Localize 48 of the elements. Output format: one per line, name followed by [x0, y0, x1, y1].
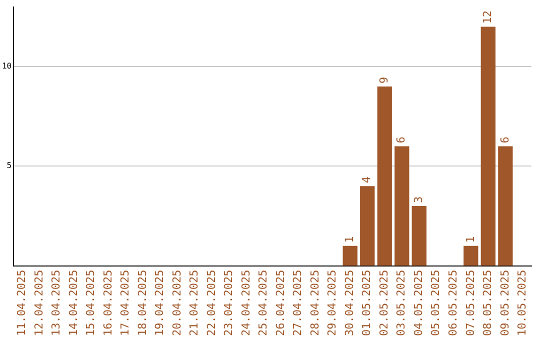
- x-tick-label: 15.04.2025: [84, 270, 98, 336]
- x-tick-label: 21.04.2025: [188, 270, 201, 336]
- x-tick-label: 09.05.2025: [498, 270, 512, 336]
- x-tick-label: 14.04.2025: [66, 270, 80, 336]
- x-tick-label: 08.05.2025: [481, 270, 494, 336]
- x-tick-label: 22.04.2025: [204, 270, 218, 336]
- x-tick-label: 26.04.2025: [274, 270, 287, 336]
- data-label: 3: [412, 196, 425, 204]
- x-tick-label: 05.05.2025: [429, 270, 442, 336]
- x-tick-label: 06.05.2025: [446, 270, 460, 336]
- x-tick-label: 01.05.2025: [360, 270, 374, 336]
- bar: [480, 26, 496, 266]
- x-tick-label: 19.04.2025: [153, 270, 166, 336]
- x-tick-label: 03.05.2025: [394, 270, 408, 336]
- data-label: 1: [464, 236, 477, 243]
- x-tick-label: 07.05.2025: [464, 270, 477, 336]
- data-label: 1: [342, 236, 356, 243]
- x-tick-label: 18.04.2025: [136, 270, 149, 336]
- y-tick-label: 10: [2, 62, 12, 71]
- x-tick-label: 04.05.2025: [412, 270, 425, 336]
- x-tick-label: 11.04.2025: [15, 270, 28, 336]
- data-label: 12: [481, 10, 494, 24]
- bar: [412, 206, 426, 266]
- x-tick-label: 29.04.2025: [326, 270, 339, 336]
- x-tick-label: 16.04.2025: [101, 270, 114, 336]
- data-label: 6: [394, 136, 408, 144]
- bar: [342, 246, 358, 266]
- data-label: 6: [498, 136, 512, 144]
- data-label: 4: [360, 176, 374, 184]
- bar: [394, 146, 410, 266]
- x-tick-label: 23.04.2025: [222, 270, 236, 336]
- x-tick-label: 13.04.2025: [50, 270, 63, 336]
- data-label: 9: [377, 76, 390, 84]
- x-tick-label: 20.04.2025: [170, 270, 184, 336]
- x-tick-label: 10.05.2025: [516, 270, 529, 336]
- x-tick-label: 24.04.2025: [239, 270, 252, 336]
- x-tick-label: 27.04.2025: [291, 270, 304, 336]
- x-tick-label: 25.04.2025: [256, 270, 270, 336]
- bar: [377, 86, 392, 266]
- y-tick-label: 5: [6, 161, 12, 170]
- bar: [464, 246, 478, 266]
- bar: [360, 186, 375, 266]
- x-tick-label: 30.04.2025: [342, 270, 356, 336]
- bar: [498, 146, 513, 266]
- x-tick-label: 12.04.2025: [32, 270, 46, 336]
- x-tick-label: 02.05.2025: [377, 270, 390, 336]
- x-tick-label: 17.04.2025: [118, 270, 132, 336]
- x-tick-label: 28.04.2025: [308, 270, 322, 336]
